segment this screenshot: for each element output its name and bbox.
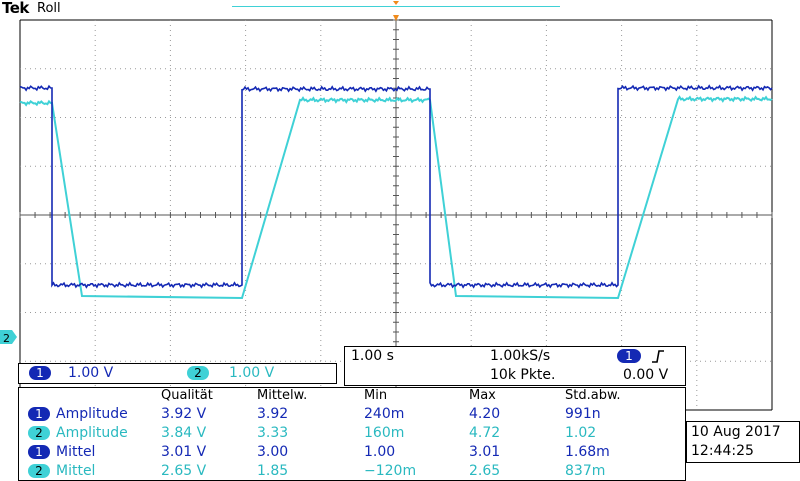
col-header-min: Min bbox=[364, 388, 388, 403]
acquisition-mode: Roll bbox=[37, 1, 61, 16]
time-per-div[interactable]: 1.00 s bbox=[351, 348, 394, 364]
measurement-value: 3.01 V bbox=[161, 444, 207, 460]
ch1-badge: 1 bbox=[28, 407, 50, 421]
rising-edge-icon[interactable] bbox=[650, 348, 666, 364]
measurement-name: Amplitude bbox=[56, 406, 128, 422]
ch2-badge: 2 bbox=[28, 464, 50, 478]
col-header-quality: Qualität bbox=[161, 388, 213, 403]
measurement-mean: 1.85 bbox=[257, 463, 289, 479]
measurement-mean: 3.33 bbox=[257, 425, 289, 441]
measurement-value: 3.84 V bbox=[161, 425, 207, 441]
time-display: 12:44:25 bbox=[691, 443, 754, 459]
measurement-min: 160m bbox=[364, 425, 405, 441]
measurement-value: 2.65 V bbox=[161, 463, 207, 479]
record-length: 10k Pkte. bbox=[490, 367, 556, 383]
timebase-trigger-panel: 1.00 s 1.00kS/s 1 10k Pkte. 0.00 V bbox=[344, 346, 686, 386]
ch2-badge[interactable]: 2 bbox=[187, 366, 209, 380]
date-display: 10 Aug 2017 bbox=[691, 424, 781, 440]
col-header-mean: Mittelw. bbox=[257, 388, 308, 403]
measurement-max: 4.20 bbox=[469, 406, 501, 422]
measurement-mean: 3.00 bbox=[257, 444, 289, 460]
measurement-stddev: 1.68m bbox=[565, 444, 610, 460]
measurement-value: 3.92 V bbox=[161, 406, 207, 422]
ch2-badge: 2 bbox=[28, 426, 50, 440]
measurement-max: 3.01 bbox=[469, 444, 501, 460]
measurement-mean: 3.92 bbox=[257, 406, 289, 422]
ch1-badge: 1 bbox=[28, 445, 50, 459]
measurement-name: Mittel bbox=[56, 444, 96, 460]
measurements-panel: Qualität Mittelw. Min Max Std.abw. 1 Amp… bbox=[18, 387, 686, 481]
col-header-max: Max bbox=[469, 388, 496, 403]
measurement-name: Mittel bbox=[56, 463, 96, 479]
trigger-source-badge[interactable]: 1 bbox=[617, 349, 641, 363]
ch1-badge[interactable]: 1 bbox=[29, 366, 51, 380]
brand-logo: Tek bbox=[2, 0, 29, 17]
measurement-stddev: 837m bbox=[565, 463, 606, 479]
measurement-min: 240m bbox=[364, 406, 405, 422]
ch2-ground-label: 2 bbox=[3, 332, 10, 345]
measurement-min: −120m bbox=[364, 463, 417, 479]
channel-scale-bar: 1 1.00 V 2 1.00 V bbox=[18, 363, 337, 384]
measurement-max: 4.72 bbox=[469, 425, 501, 441]
ch2-ground-marker[interactable]: 2 bbox=[0, 330, 17, 345]
measurement-name: Amplitude bbox=[56, 425, 128, 441]
ch1-scale[interactable]: 1.00 V bbox=[68, 365, 114, 381]
measurement-min: 1.00 bbox=[364, 444, 396, 460]
measurement-stddev: 991n bbox=[565, 406, 601, 422]
trigger-position-marker[interactable] bbox=[393, 15, 399, 21]
ch2-waveform bbox=[19, 95, 773, 300]
col-header-stddev: Std.abw. bbox=[565, 388, 621, 403]
record-position-bar bbox=[232, 6, 560, 7]
measurement-max: 2.65 bbox=[469, 463, 501, 479]
datetime-panel: 10 Aug 2017 12:44:25 bbox=[686, 421, 800, 463]
trigger-level[interactable]: 0.00 V bbox=[623, 367, 669, 383]
measurement-stddev: 1.02 bbox=[565, 425, 597, 441]
trigger-position-icon bbox=[393, 1, 399, 5]
sample-rate: 1.00kS/s bbox=[490, 348, 551, 364]
ch1-waveform bbox=[19, 84, 773, 289]
ch2-scale[interactable]: 1.00 V bbox=[229, 365, 275, 381]
